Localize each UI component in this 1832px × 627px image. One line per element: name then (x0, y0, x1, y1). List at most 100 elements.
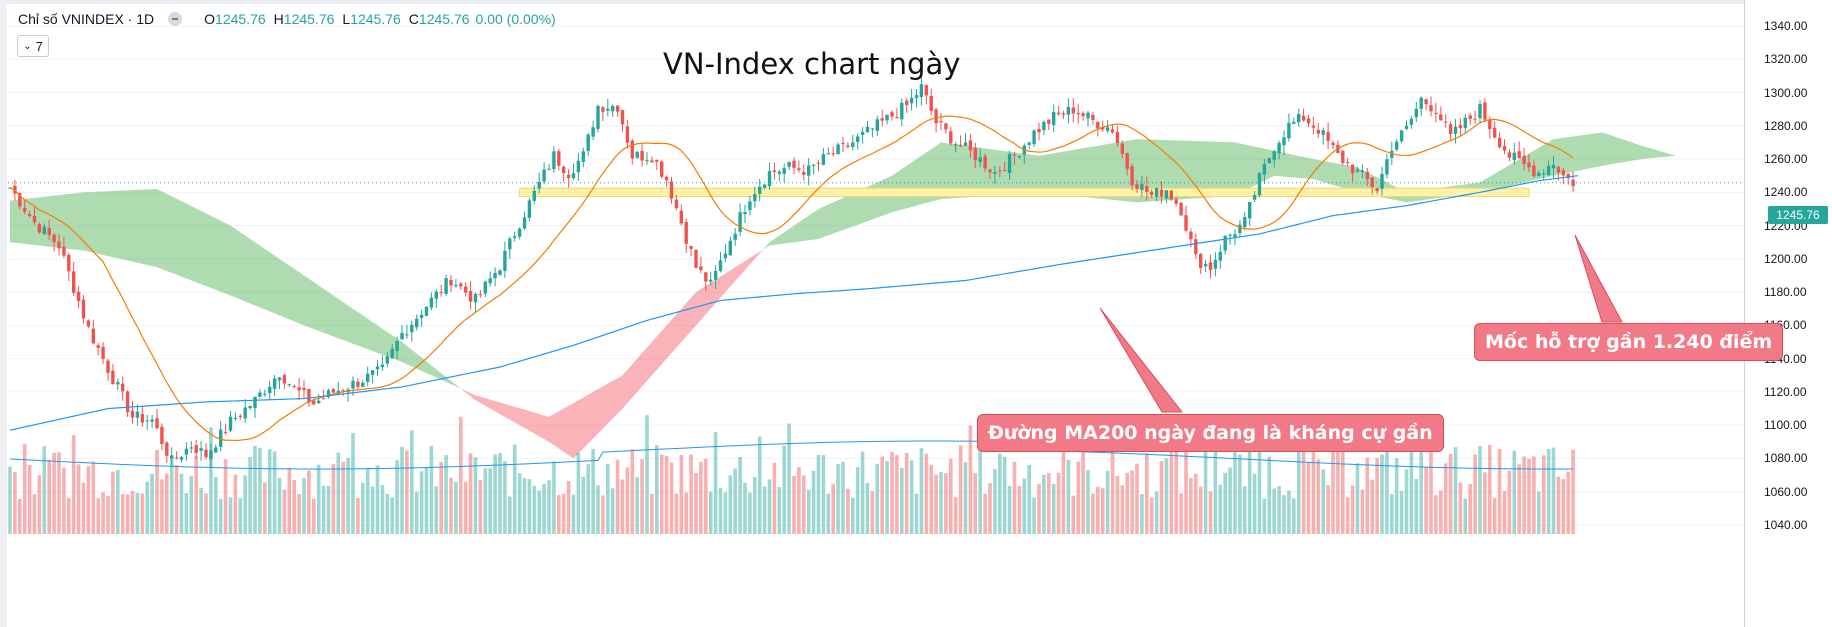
candle-body (836, 144, 840, 155)
volume-bar (1296, 430, 1301, 534)
volume-bar (537, 490, 541, 534)
volume-bar (8, 466, 12, 534)
candle-body (1052, 112, 1056, 125)
candle-body (1551, 164, 1556, 169)
volume-bar (1017, 486, 1022, 534)
price-tick-label: 1260.00 (1764, 152, 1808, 167)
indicators-collapse-button[interactable]: ⌄ 7 (17, 35, 49, 57)
volume-bar (708, 491, 713, 534)
candle-body (1199, 254, 1203, 268)
volume-bar (659, 454, 664, 534)
volume-bar (22, 443, 27, 534)
volume-bar (934, 474, 938, 534)
volume-bar (718, 487, 723, 534)
volume-bar (1238, 454, 1242, 534)
volume-bar (71, 435, 76, 534)
candle-body (1483, 102, 1487, 120)
candle-body (885, 114, 889, 121)
ma200-callout-pointer (1099, 307, 1184, 413)
candle-body (248, 405, 252, 409)
volume-bar (1076, 461, 1080, 534)
candle-body (890, 112, 894, 117)
candle-body (694, 250, 698, 268)
candle-body (321, 398, 326, 400)
candle-body (1194, 239, 1198, 255)
volume-bar (1429, 449, 1433, 534)
price-tick-label: 1100.00 (1764, 418, 1807, 433)
candle-body (517, 228, 522, 237)
candle-body (1007, 153, 1012, 173)
volume-bar (1022, 478, 1027, 534)
volume-bar (1316, 459, 1321, 534)
candle-body (429, 297, 434, 308)
candle-body (1517, 151, 1521, 159)
candle-body (1311, 125, 1316, 128)
price-tick-label: 1180.00 (1764, 285, 1807, 300)
candle-body (32, 215, 37, 223)
candle-body (811, 164, 816, 166)
volume-bar (463, 481, 468, 534)
volume-bar (140, 493, 145, 534)
candle-body (865, 126, 870, 133)
candle-body (1424, 99, 1428, 105)
volume-bar (189, 475, 194, 534)
candle-body (1164, 190, 1169, 199)
price-axis[interactable] (1744, 0, 1832, 627)
close-label: C (408, 11, 419, 27)
candle-body (753, 194, 757, 202)
volume-bar (699, 461, 703, 534)
low-value: 1245.76 (350, 11, 401, 27)
volume-bar (586, 464, 590, 534)
volume-bar (1287, 490, 1291, 534)
candle-body (238, 415, 242, 417)
volume-bar (57, 452, 61, 534)
candle-body (1512, 152, 1516, 161)
symbol-label[interactable]: Chỉ số VNINDEX · 1D (18, 11, 155, 27)
volume-bar (179, 473, 184, 534)
price-tick-label: 1300.00 (1764, 85, 1808, 100)
volume-bar (155, 450, 159, 534)
candle-body (145, 420, 149, 422)
volume-bar (1091, 493, 1095, 534)
candle-body (1228, 234, 1232, 236)
volume-bar (1203, 450, 1208, 534)
candle-body (23, 208, 27, 212)
volume-bar (1061, 448, 1066, 534)
volume-bar (1532, 456, 1536, 534)
candle-body (699, 266, 703, 271)
volume-bar (865, 482, 870, 534)
candle-body (1306, 118, 1311, 124)
status-dot-icon[interactable] (168, 12, 183, 26)
candle-body (1360, 170, 1365, 173)
volume-bar (169, 456, 174, 534)
candle-body (1561, 170, 1565, 176)
volume-bar (1458, 482, 1463, 534)
volume-bar (610, 488, 615, 534)
volume-bar (419, 471, 424, 534)
volume-bar (1468, 483, 1472, 534)
volume-bar (1179, 493, 1183, 534)
volume-bar (988, 483, 992, 534)
volume-bar (1473, 454, 1477, 534)
candle-body (52, 234, 56, 243)
candle-body (522, 217, 527, 229)
top-border (0, 0, 1832, 4)
volume-bar (1463, 498, 1468, 534)
candle-body (1493, 127, 1497, 138)
candle-body (993, 172, 997, 174)
volume-bar (277, 477, 282, 534)
change-value: 0.00 (0.00%) (475, 11, 556, 27)
volume-bar (336, 452, 341, 534)
volume-bar (939, 472, 943, 534)
candle-body (375, 366, 380, 370)
candle-body (1395, 141, 1399, 150)
candle-body (1463, 117, 1467, 128)
volume-bar (1443, 463, 1448, 534)
volume-bar (1208, 491, 1213, 534)
candle-body (846, 145, 850, 147)
candle-body (797, 168, 801, 171)
volume-bar (1032, 497, 1036, 534)
volume-bar (1571, 449, 1575, 534)
volume-bar (42, 446, 47, 534)
